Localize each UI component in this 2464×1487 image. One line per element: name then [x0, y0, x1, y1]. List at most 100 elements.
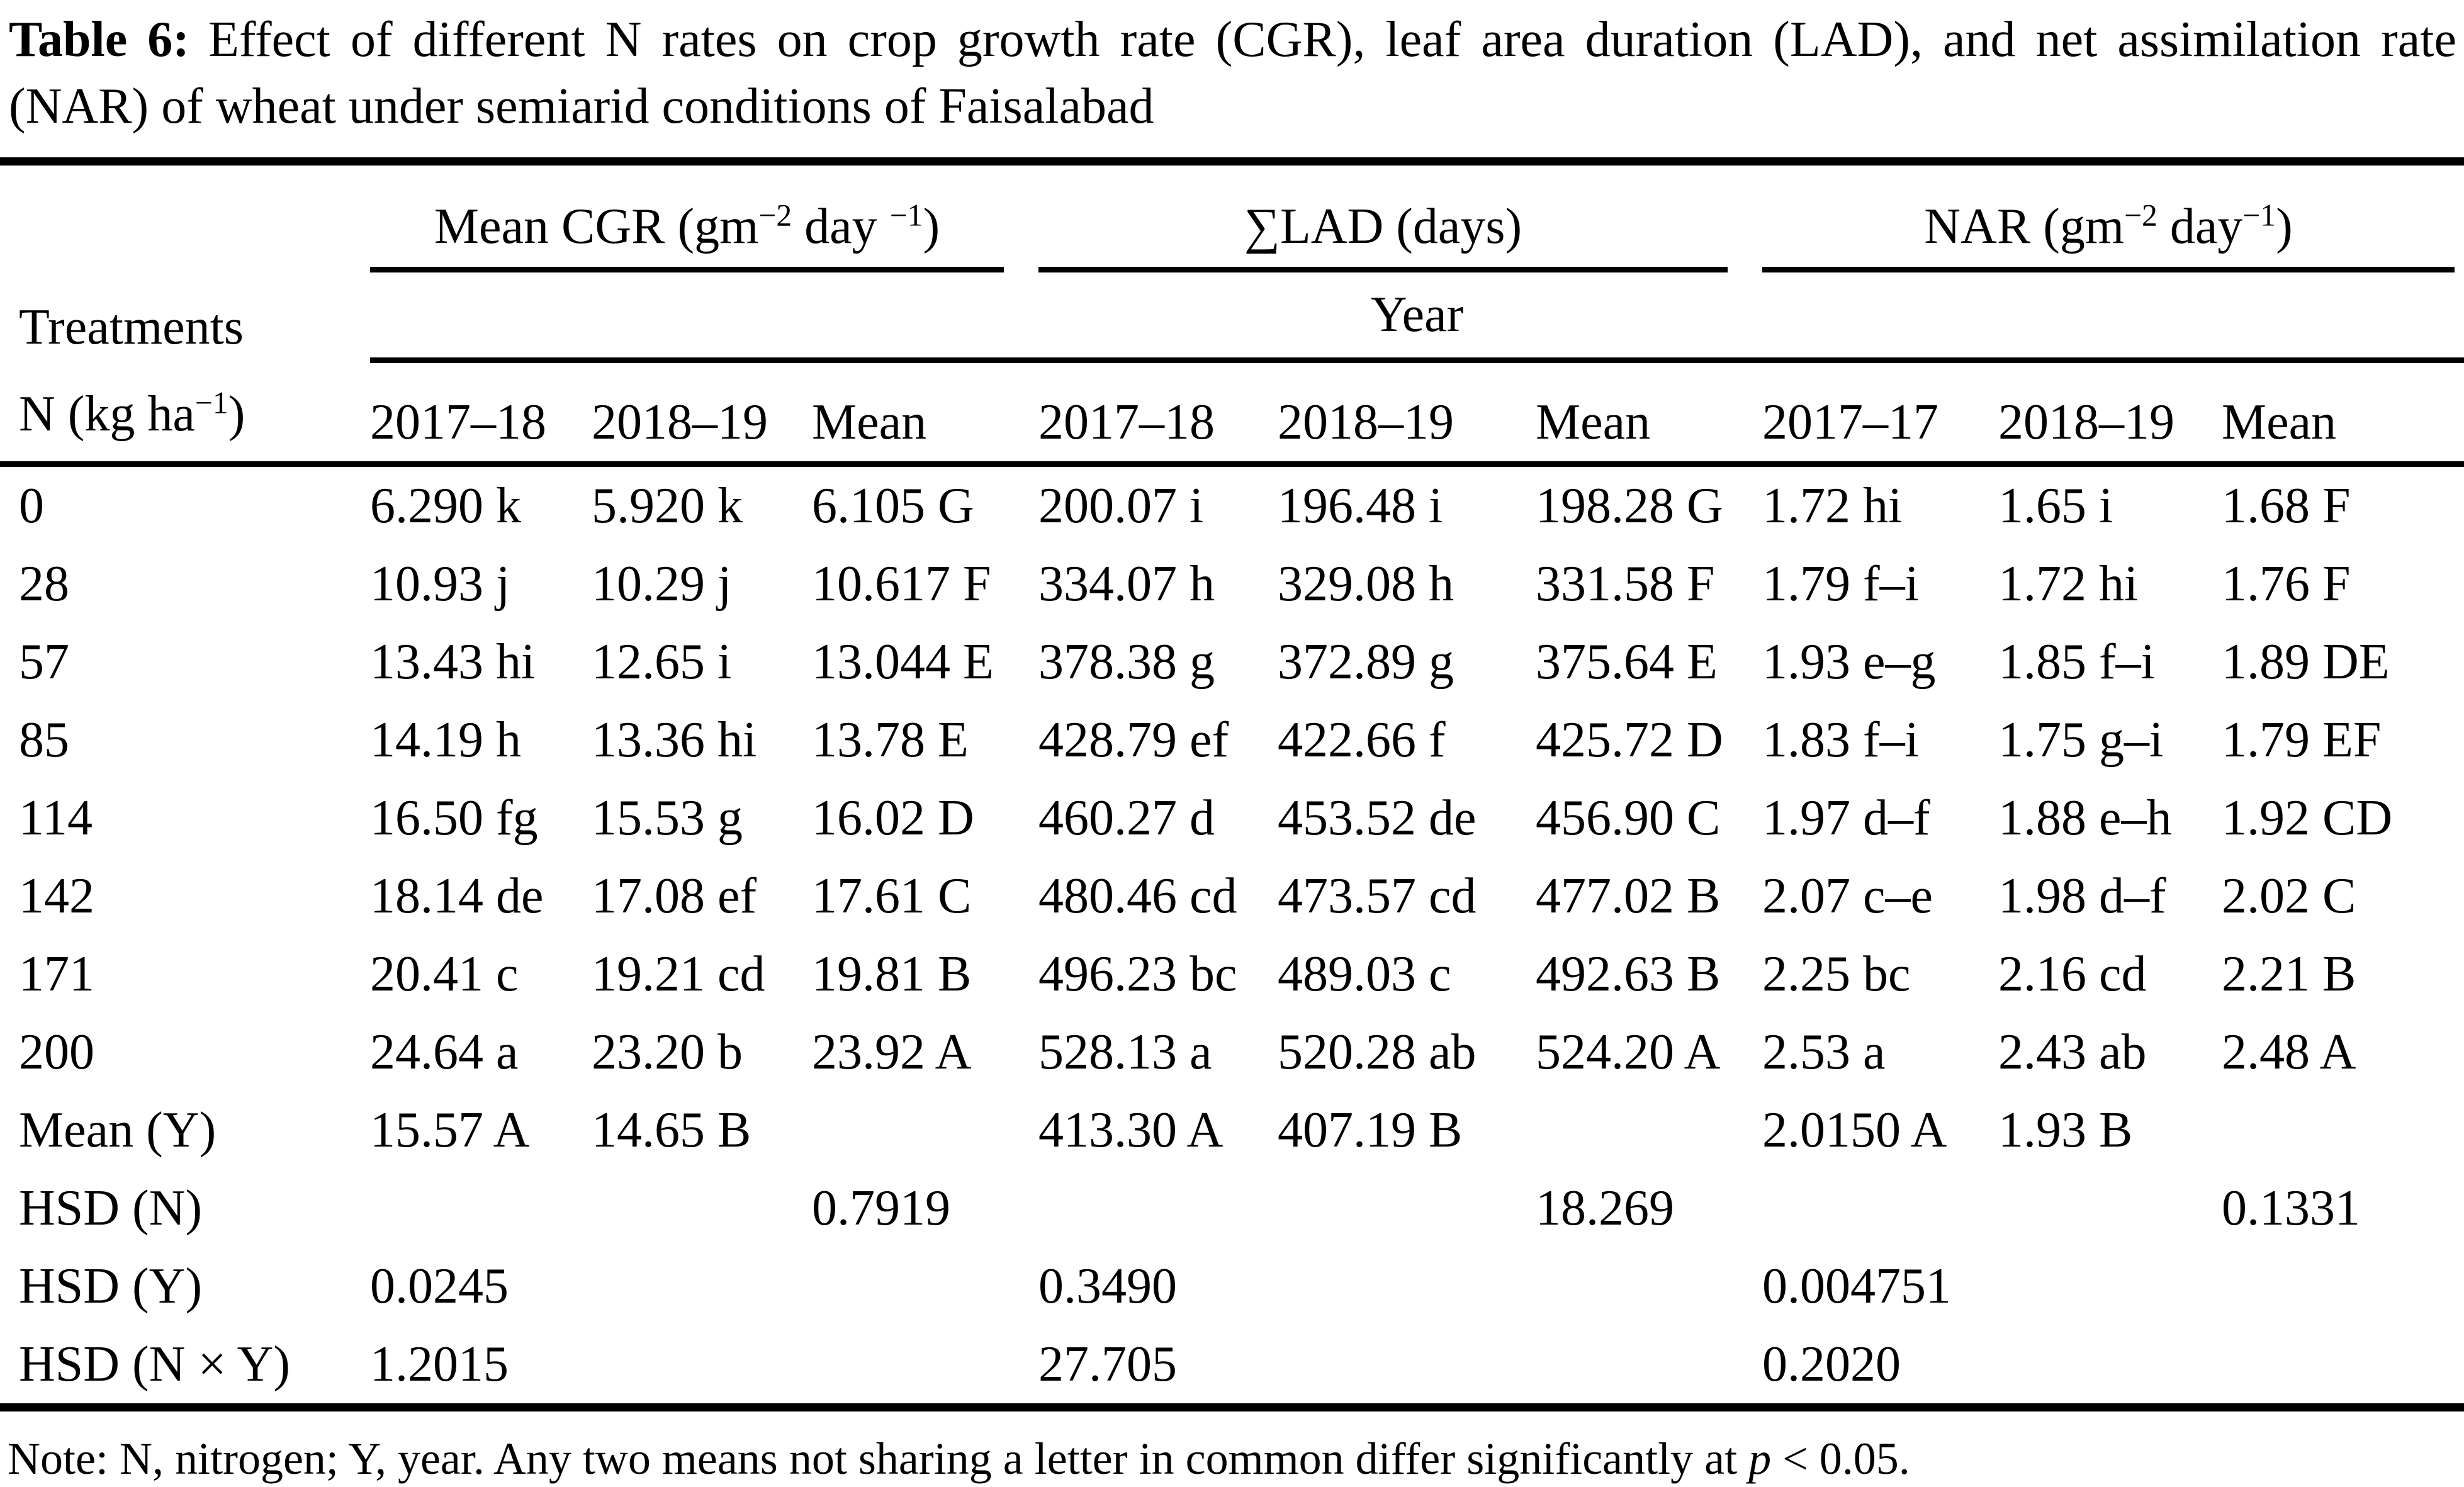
cell-r3-c0: 85	[19, 712, 69, 768]
cell-r6-c9: 2.21 B	[2222, 946, 2356, 1002]
group-header-nar: NAR (gm−2 day−1)	[1762, 162, 2464, 272]
table-note: Note: N, nitrogen; Y, year. Any two mean…	[8, 1434, 1910, 1484]
cell-r3-c2: 13.36 hi	[592, 712, 757, 768]
cell-r4-c3: 16.02 D	[812, 790, 974, 846]
table-row: 142 18.14 de 17.08 ef 17.61 C 480.46 cd 473.5…	[0, 857, 2464, 935]
cell-r2-c9: 1.89 DE	[2222, 634, 2390, 690]
cell-r7-c5: 520.28 ab	[1278, 1024, 1477, 1080]
col-header-cgr-2017-18: 2017–18	[370, 360, 592, 467]
cell-r1-c2: 10.29 j	[592, 556, 732, 612]
cell-r6-c6: 492.63 B	[1536, 946, 1721, 1002]
cell-r5-c9: 2.02 C	[2222, 868, 2356, 924]
cell-r5-c2: 17.08 ef	[592, 868, 757, 924]
cell-r3-c7: 1.83 f–i	[1762, 712, 1919, 768]
cell-r0-c7: 1.72 hi	[1762, 478, 1903, 534]
cell-r0-c4: 200.07 i	[1038, 478, 1204, 534]
table-row: 85 14.19 h 13.36 hi 13.78 E 428.79 ef 422.66 …	[0, 701, 2464, 779]
cell-r5-c6: 477.02 B	[1536, 868, 1721, 924]
cell-r10-c5	[1278, 1247, 1536, 1325]
cell-r7-c9: 2.48 A	[2222, 1024, 2356, 1080]
cell-r2-c8: 1.85 f–i	[1998, 634, 2155, 690]
cell-r9-c0: HSD (N)	[19, 1180, 203, 1236]
cell-r9-c6: 18.269	[1536, 1180, 1674, 1236]
cell-r3-c5: 422.66 f	[1278, 712, 1446, 768]
cell-r1-c1: 10.93 j	[370, 556, 510, 612]
cell-r0-c9: 1.68 F	[2222, 478, 2351, 534]
cell-r3-c1: 14.19 h	[370, 712, 521, 768]
year-header: Year	[370, 272, 2464, 363]
col-header-cgr-2018-19: 2018–19	[592, 360, 812, 467]
table-row: HSD (N) 0.7919 18.269 0.1331	[0, 1169, 2464, 1247]
treatments-header-line1: Treatments	[19, 300, 244, 355]
cell-r11-c9	[2222, 1325, 2464, 1408]
cell-r0-c3: 6.105 G	[812, 478, 974, 534]
table-row: 28 10.93 j 10.29 j 10.617 F 334.07 h 329.08 h…	[0, 545, 2464, 623]
note-p-symbol: p	[1748, 1434, 1772, 1484]
cell-r5-c3: 17.61 C	[812, 868, 972, 924]
table-caption: Table 6: Effect of different N rates on c…	[0, 0, 2464, 140]
cell-r8-c9	[2222, 1091, 2464, 1169]
cell-r9-c7	[1762, 1169, 1998, 1247]
cell-r10-c4: 0.3490	[1038, 1258, 1177, 1314]
cell-r0-c8: 1.65 i	[1998, 478, 2113, 534]
cell-r1-c3: 10.617 F	[812, 556, 991, 612]
table-row: Mean (Y) 15.57 A 14.65 B 413.30 A 407.19 B 2.…	[0, 1091, 2464, 1169]
cell-r5-c8: 1.98 d–f	[1998, 868, 2166, 924]
cell-r9-c5	[1278, 1169, 1536, 1247]
col-header-lad-mean: Mean	[1536, 360, 1763, 467]
cell-r0-c2: 5.920 k	[592, 478, 743, 534]
cell-r11-c5	[1278, 1325, 1536, 1408]
cell-r10-c1: 0.0245	[370, 1258, 509, 1314]
cell-r11-c2	[592, 1325, 812, 1408]
cell-r10-c3	[812, 1247, 1038, 1325]
cell-r3-c9: 1.79 EF	[2222, 712, 2382, 768]
cell-r1-c9: 1.76 F	[2222, 556, 2351, 612]
cell-r9-c1	[370, 1169, 592, 1247]
cell-r3-c8: 1.75 g–i	[1998, 712, 2164, 768]
cell-r5-c5: 473.57 cd	[1278, 868, 1477, 924]
cell-r11-c8	[1998, 1325, 2222, 1408]
table-row: 114 16.50 fg 15.53 g 16.02 D 460.27 d 453.52 …	[0, 779, 2464, 857]
cell-r8-c5: 407.19 B	[1278, 1102, 1463, 1158]
cell-r11-c1: 1.2015	[370, 1336, 509, 1392]
cell-r6-c8: 2.16 cd	[1998, 946, 2147, 1002]
cell-r0-c5: 196.48 i	[1278, 478, 1443, 534]
cell-r3-c6: 425.72 D	[1536, 712, 1723, 768]
cell-r2-c1: 13.43 hi	[370, 634, 536, 690]
table-row: 0 6.290 k 5.920 k 6.105 G 200.07 i 196.48 i 19…	[0, 464, 2464, 546]
table-caption-text: Effect of different N rates on crop grow…	[9, 12, 2456, 134]
table-body: 0 6.290 k 5.920 k 6.105 G 200.07 i 196.48 i 19…	[0, 464, 2464, 1408]
results-table: Treatments N (kg ha−1) Mean CGR (gm−2 da…	[0, 157, 2464, 1411]
cell-r8-c3	[812, 1091, 1038, 1169]
col-header-nar-2017-17: 2017–17	[1762, 360, 1999, 467]
cell-r1-c8: 1.72 hi	[1998, 556, 2139, 612]
cell-r8-c6	[1536, 1091, 1762, 1169]
cell-r0-c1: 6.290 k	[370, 478, 521, 534]
cell-r6-c4: 496.23 bc	[1038, 946, 1237, 1002]
cell-r2-c4: 378.38 g	[1038, 634, 1215, 690]
cell-r4-c9: 1.92 CD	[2222, 790, 2393, 846]
group-header-row: Treatments N (kg ha−1) Mean CGR (gm−2 da…	[0, 161, 2464, 467]
cell-r8-c1: 15.57 A	[370, 1102, 530, 1158]
table-row: HSD (Y) 0.0245 0.3490 0.004751	[0, 1247, 2464, 1325]
cell-r6-c1: 20.41 c	[370, 946, 519, 1002]
cell-r10-c2	[592, 1247, 812, 1325]
cell-r4-c1: 16.50 fg	[370, 790, 538, 846]
cell-r7-c3: 23.92 A	[812, 1024, 972, 1080]
cell-r8-c8: 1.93 B	[1998, 1102, 2133, 1158]
cell-r9-c4	[1038, 1169, 1278, 1247]
cell-r8-c0: Mean (Y)	[19, 1102, 217, 1158]
table-row: 171 20.41 c 19.21 cd 19.81 B 496.23 bc 489.03…	[0, 935, 2464, 1013]
cell-r10-c9	[2222, 1247, 2464, 1325]
col-header-nar-2018-19: 2018–19	[1998, 360, 2222, 467]
cell-r6-c0: 171	[19, 946, 94, 1002]
table-row: 57 13.43 hi 12.65 i 13.044 E 378.38 g 372.89 …	[0, 623, 2464, 701]
cell-r4-c7: 1.97 d–f	[1762, 790, 1930, 846]
cell-r5-c0: 142	[19, 868, 94, 924]
cell-r9-c3: 0.7919	[812, 1180, 950, 1236]
cell-r0-c6: 198.28 G	[1536, 478, 1723, 534]
cell-r11-c3	[812, 1325, 1038, 1408]
cell-r9-c8	[1998, 1169, 2222, 1247]
cell-r5-c1: 18.14 de	[370, 868, 544, 924]
cell-r8-c2: 14.65 B	[592, 1102, 751, 1158]
